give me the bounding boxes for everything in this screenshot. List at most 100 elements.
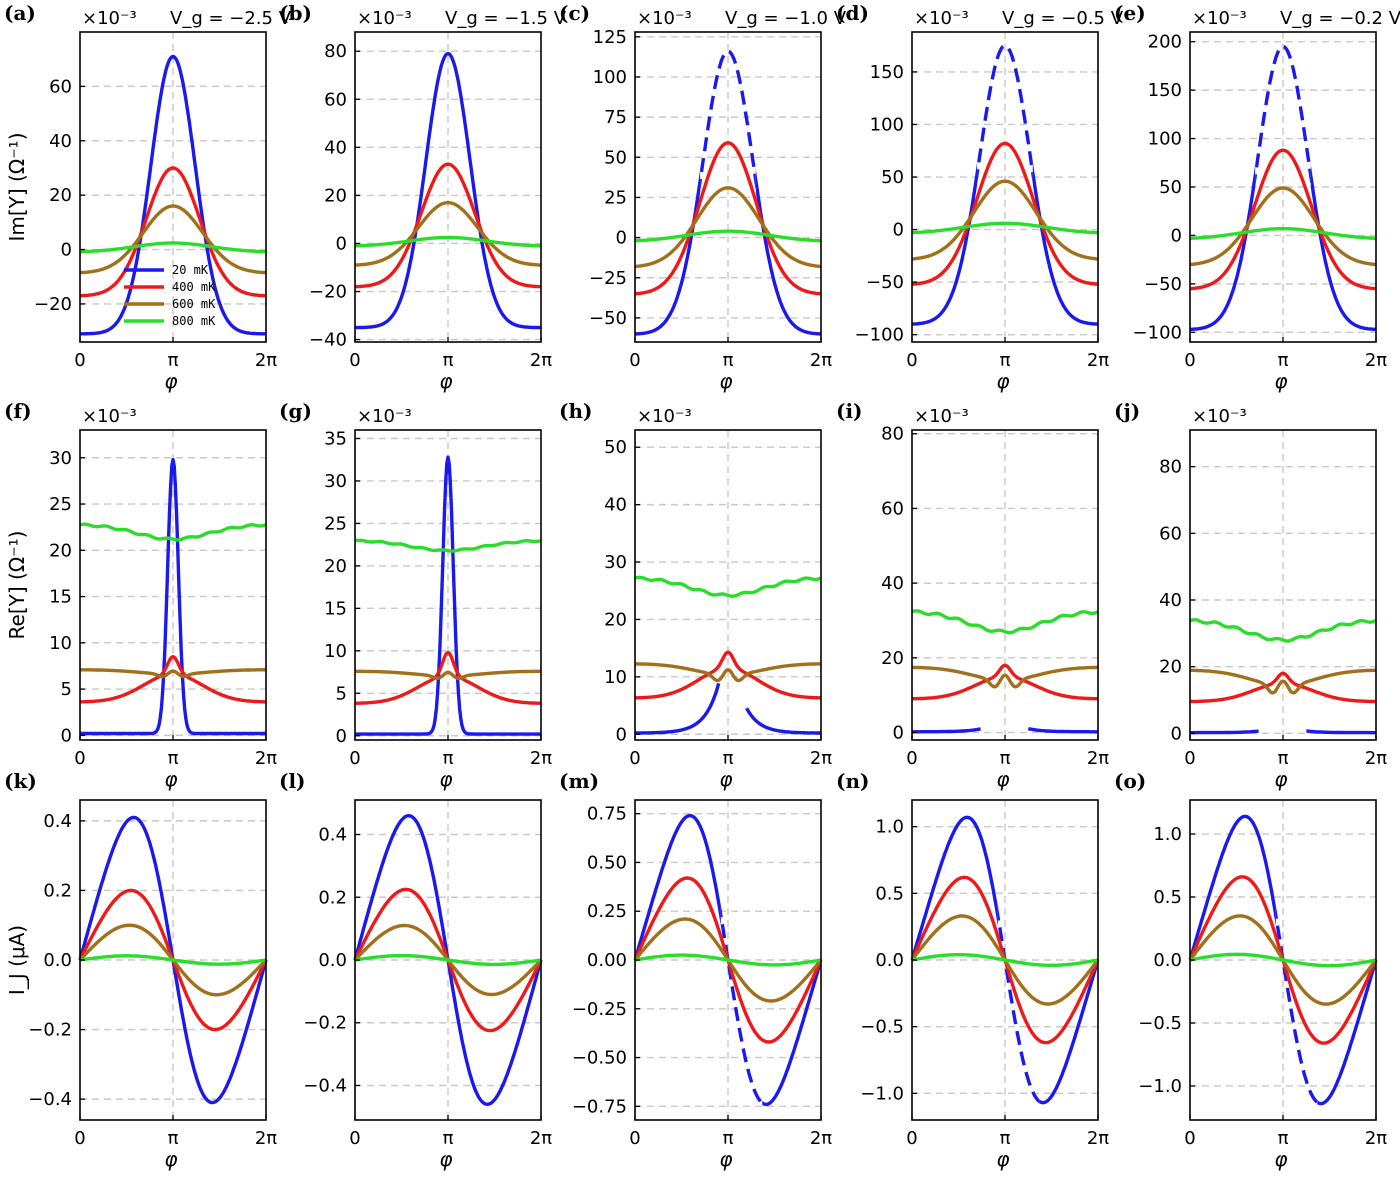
y-tick-label: 0.0 — [43, 950, 72, 971]
panel-h: 0 10 20 30 40 50 0 π 2π φ (h) ×10⁻³ — [559, 399, 832, 791]
series-line-20mk — [354, 51, 542, 330]
y-tick-label: 0.4 — [318, 825, 347, 846]
x-tick-label: 2π — [255, 1128, 277, 1149]
y-tick-label: −50 — [866, 272, 904, 293]
series-line-400mk — [79, 166, 267, 298]
x-axis-label: φ — [719, 1147, 732, 1171]
x-tick-label: π — [1278, 748, 1289, 769]
panel-label: (i) — [836, 399, 863, 423]
panel-d: −100 −50 0 50 100 150 0 π 2π φ (d) ×10⁻³ V_g = −0.5 … — [836, 1, 1124, 393]
x-tick-label: π — [168, 748, 179, 769]
y-tick-label: 0 — [1171, 723, 1182, 744]
y-tick-label: 100 — [870, 114, 904, 135]
y-tick-label: −0.5 — [860, 1017, 904, 1038]
y-tick-label: 10 — [324, 641, 347, 662]
offset-multiplier: ×10⁻³ — [82, 8, 137, 29]
x-tick-label: 2π — [810, 350, 832, 371]
y-tick-label: 0.2 — [318, 887, 347, 908]
x-axis-label: φ — [164, 767, 177, 791]
x-tick-label: 2π — [255, 748, 277, 769]
series-line-600mk — [911, 665, 1099, 689]
x-tick-label: 2π — [810, 748, 832, 769]
x-tick-label: π — [443, 350, 454, 371]
series-line-20mk — [911, 726, 1099, 734]
x-tick-label: 2π — [1365, 748, 1387, 769]
x-tick-label: π — [723, 1128, 734, 1149]
x-tick-label: 0 — [629, 350, 640, 371]
x-axis-label: φ — [996, 369, 1009, 393]
panel-j: 0 20 40 60 80 0 π 2π φ (j) ×10⁻³ — [1114, 399, 1387, 791]
series-line-800mk — [79, 522, 267, 542]
x-tick-label: 0 — [1184, 748, 1195, 769]
series-line-600mk — [354, 200, 542, 267]
y-tick-label: 0.0 — [318, 950, 347, 971]
x-tick-label: 0 — [906, 350, 917, 371]
x-tick-label: 2π — [530, 350, 552, 371]
series-line-600mk — [79, 668, 267, 679]
offset-multiplier: ×10⁻³ — [637, 406, 692, 427]
x-axis-label: φ — [1274, 1147, 1287, 1171]
series-line-800mk — [79, 241, 267, 254]
series-line-20mk — [1189, 729, 1377, 735]
y-tick-label: 30 — [49, 448, 72, 469]
x-tick-label: π — [1000, 748, 1011, 769]
y-tick-label: 10 — [49, 633, 72, 654]
legend-label: 800 mK — [172, 314, 216, 328]
y-tick-label: −100 — [1133, 322, 1182, 343]
y-tick-label: 80 — [1159, 457, 1182, 478]
series-line-20mk — [634, 682, 822, 735]
series-line-800mk — [79, 954, 267, 966]
y-tick-label: 20 — [604, 609, 627, 630]
y-tick-label: 200 — [1148, 32, 1182, 53]
x-axis-label: φ — [164, 1147, 177, 1171]
legend-label: 400 mK — [172, 280, 216, 294]
y-tick-label: −0.4 — [303, 1075, 347, 1096]
panel-m: −0.75 −0.50 −0.25 0.00 0.25 0.50 0.75 0 π 2π φ (m) — [559, 769, 832, 1171]
x-tick-label: 2π — [1365, 350, 1387, 371]
axes-frame — [354, 31, 542, 343]
y-tick-label: 15 — [324, 598, 347, 619]
y-tick-label: 25 — [324, 513, 347, 534]
y-tick-label: 40 — [49, 131, 72, 152]
series-line-400mk — [911, 663, 1099, 701]
series-line-600mk — [911, 179, 1099, 261]
y-tick-label: 10 — [604, 667, 627, 688]
x-axis-label: φ — [439, 369, 452, 393]
y-tick-label: 25 — [49, 494, 72, 515]
y-tick-label: 0 — [1171, 225, 1182, 246]
panel-label: (h) — [559, 399, 592, 423]
series-line-600mk — [1189, 668, 1377, 695]
y-tick-label: 150 — [870, 62, 904, 83]
panel-f: 0 5 10 15 20 25 30 0 π 2π φ (f) ×10⁻³ Re[Y] (Ω⁻¹) — [4, 399, 277, 791]
x-axis-label: φ — [996, 767, 1009, 791]
y-tick-label: 0 — [616, 724, 627, 745]
x-axis-label: φ — [719, 369, 732, 393]
x-tick-label: π — [443, 1128, 454, 1149]
x-tick-label: 0 — [1184, 350, 1195, 371]
x-tick-label: 2π — [255, 350, 277, 371]
x-tick-label: 0 — [629, 748, 640, 769]
y-tick-label: −0.5 — [1138, 1013, 1182, 1034]
y-tick-label: 60 — [1159, 523, 1182, 544]
y-tick-label: −100 — [855, 325, 904, 346]
y-tick-label: 60 — [324, 89, 347, 110]
offset-multiplier: ×10⁻³ — [1192, 406, 1247, 427]
y-tick-label: 0 — [616, 228, 627, 249]
series-line-400mk — [79, 655, 267, 704]
y-tick-label: −0.50 — [572, 1048, 627, 1069]
series-line-600mk — [79, 204, 267, 275]
y-tick-label: 15 — [49, 587, 72, 608]
series-line-800mk — [1189, 952, 1377, 968]
y-tick-label: 0 — [61, 240, 72, 261]
y-tick-label: 0 — [336, 726, 347, 747]
series-line-20mk — [79, 54, 267, 336]
y-tick-label: 80 — [324, 41, 347, 62]
x-tick-label: π — [443, 748, 454, 769]
x-tick-label: 0 — [349, 748, 360, 769]
y-tick-label: 80 — [881, 424, 904, 445]
panel-title: V_g = −0.2 V — [1280, 8, 1400, 29]
panel-label: (n) — [836, 769, 869, 793]
panel-label: (c) — [559, 1, 590, 25]
series-line-600mk — [1189, 186, 1377, 267]
panel-title: V_g = −1.5 V — [445, 8, 567, 29]
